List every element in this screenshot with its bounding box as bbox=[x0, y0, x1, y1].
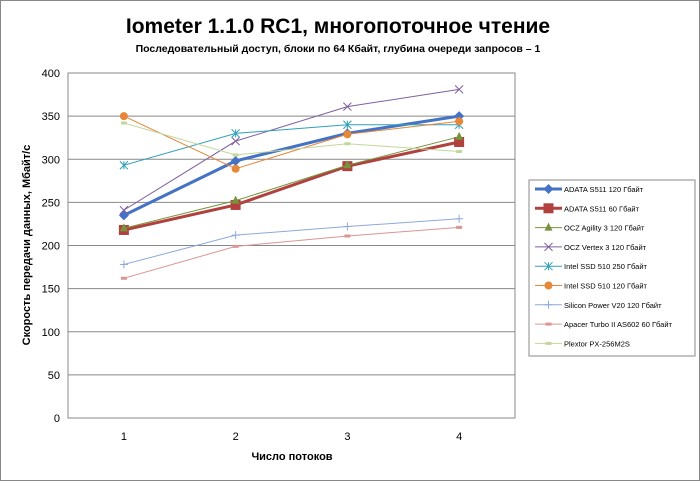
legend-label: Apacer Turbo II AS602 60 Гбайт bbox=[564, 320, 673, 329]
data-point bbox=[455, 131, 464, 140]
series-line bbox=[123, 140, 460, 232]
data-point bbox=[455, 117, 464, 126]
chart-subtitle: Последовательный доступ, блоки по 64 Кба… bbox=[136, 43, 541, 55]
data-point bbox=[343, 130, 352, 139]
data-point bbox=[544, 281, 553, 290]
y-tick-label: 300 bbox=[42, 154, 60, 166]
legend-item: OCZ Agility 3 120 Гбайт bbox=[535, 222, 645, 233]
legend-label: Silicon Power V20 120 Гбайт bbox=[564, 301, 662, 310]
chart-title: Iometer 1.1.0 RC1, многопоточное чтение bbox=[126, 15, 550, 38]
series-line bbox=[123, 124, 460, 166]
x-tick-label: 3 bbox=[344, 431, 350, 443]
data-point bbox=[119, 112, 128, 121]
data-point bbox=[544, 242, 553, 252]
data-point bbox=[456, 225, 463, 229]
data-point bbox=[230, 155, 241, 166]
data-point bbox=[232, 153, 239, 157]
data-point bbox=[343, 102, 352, 111]
data-point bbox=[545, 341, 552, 345]
x-tick-label: 2 bbox=[233, 431, 239, 443]
series-line bbox=[123, 136, 460, 229]
y-tick-label: 400 bbox=[42, 68, 60, 80]
y-axis-label: Скорость передачи данных, Мбайт/с bbox=[21, 145, 33, 346]
legend-label: Intel SSD 510 120 Гбайт bbox=[564, 282, 648, 291]
data-point bbox=[544, 261, 553, 271]
data-point bbox=[343, 222, 352, 231]
data-point bbox=[231, 195, 240, 204]
series-6 bbox=[119, 112, 464, 173]
y-tick-label: 150 bbox=[42, 284, 60, 296]
y-tick-label: 200 bbox=[42, 241, 60, 253]
data-point bbox=[231, 136, 240, 146]
legend: ADATA S511 120 Гбайт ADATA S511 60 Гбайт O… bbox=[535, 184, 673, 348]
legend-item: Intel SSD 510 120 Гбайт bbox=[535, 281, 648, 291]
series-4 bbox=[119, 85, 464, 215]
data-point bbox=[455, 214, 464, 223]
legend-item: Apacer Turbo II AS602 60 Гбайт bbox=[535, 320, 673, 329]
legend-label: ADATA S511 60 Гбайт bbox=[564, 204, 640, 213]
data-point bbox=[454, 137, 465, 147]
y-tick-label: 0 bbox=[54, 413, 60, 425]
data-point bbox=[544, 300, 553, 309]
y-tick-label: 250 bbox=[42, 197, 60, 209]
data-point bbox=[544, 222, 553, 231]
data-point bbox=[119, 223, 128, 232]
data-point bbox=[231, 164, 240, 173]
data-point bbox=[231, 129, 240, 138]
x-tick-label: 1 bbox=[121, 431, 127, 443]
data-point bbox=[543, 184, 554, 194]
data-point bbox=[344, 142, 351, 146]
data-point bbox=[454, 85, 464, 94]
data-point bbox=[545, 322, 552, 326]
series-3 bbox=[119, 131, 464, 232]
series-line bbox=[123, 88, 460, 211]
data-point bbox=[120, 121, 127, 125]
legend-item: Silicon Power V20 120 Гбайт bbox=[535, 301, 662, 310]
y-tick-label: 50 bbox=[48, 370, 60, 382]
y-tick-label: 100 bbox=[42, 327, 60, 339]
data-point bbox=[119, 260, 128, 269]
data-point bbox=[120, 276, 127, 280]
legend-label: OCZ Agility 3 120 Гбайт bbox=[564, 224, 645, 233]
data-point bbox=[456, 149, 463, 153]
data-point bbox=[343, 160, 352, 169]
data-point bbox=[344, 234, 351, 238]
legend-label: Intel SSD 510 250 Гбайт bbox=[564, 262, 648, 271]
legend-item: ADATA S511 120 Гбайт bbox=[535, 184, 644, 194]
y-tick-label: 350 bbox=[42, 111, 60, 123]
series-line bbox=[123, 226, 460, 279]
x-tick-label: 4 bbox=[456, 431, 462, 443]
legend-item: ADATA S511 60 Гбайт bbox=[535, 203, 640, 214]
legend-label: Plextor PX-256M2S bbox=[564, 339, 630, 348]
series-line bbox=[123, 218, 460, 265]
series-line bbox=[123, 115, 460, 170]
legend-item: OCZ Vertex 3 120 Гбайт bbox=[535, 242, 647, 252]
data-point bbox=[232, 244, 239, 248]
data-point bbox=[119, 160, 129, 170]
series-line bbox=[123, 122, 460, 156]
legend-label: OCZ Vertex 3 120 Гбайт bbox=[564, 243, 647, 252]
data-point bbox=[230, 199, 241, 210]
series-8 bbox=[120, 225, 463, 280]
data-point bbox=[343, 120, 352, 130]
series-9 bbox=[120, 121, 463, 157]
legend-item: Plextor PX-256M2S bbox=[535, 339, 630, 348]
data-point bbox=[231, 231, 240, 240]
legend-label: ADATA S511 120 Гбайт bbox=[564, 185, 644, 194]
series-7 bbox=[119, 214, 464, 269]
legend-item: Intel SSD 510 250 Гбайт bbox=[535, 261, 648, 271]
data-point bbox=[119, 205, 129, 215]
data-point bbox=[543, 203, 554, 214]
x-axis-label: Число потоков bbox=[251, 451, 332, 463]
